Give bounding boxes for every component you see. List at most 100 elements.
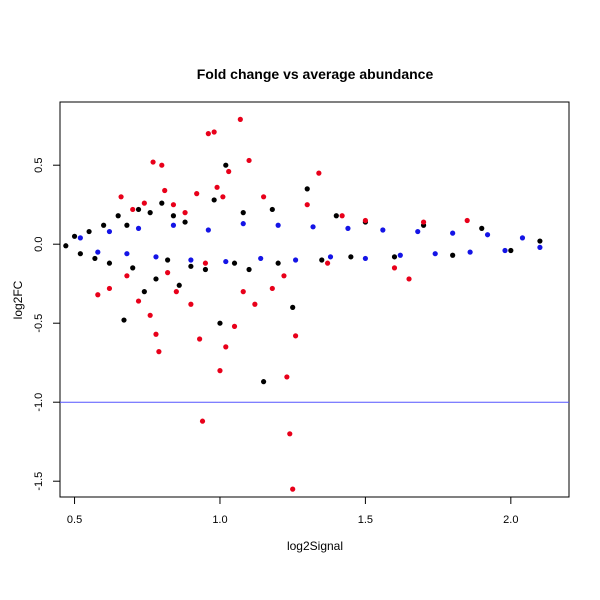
series-1-point xyxy=(150,159,156,165)
series-2-point xyxy=(77,235,83,241)
series-0-point xyxy=(71,233,78,239)
series-0-point xyxy=(450,252,456,258)
series-2-point xyxy=(502,247,508,254)
series-0-point xyxy=(391,254,398,260)
series-0-point xyxy=(182,219,188,225)
series-0-point xyxy=(304,186,310,192)
series-1-point xyxy=(284,374,290,380)
series-0-point xyxy=(275,260,281,266)
y-axis-label: log2FC xyxy=(11,280,25,319)
series-1-point xyxy=(211,129,217,135)
series-1-point xyxy=(173,289,179,295)
series-0-point xyxy=(348,254,354,260)
series-1-point xyxy=(316,170,322,176)
series-0-point xyxy=(130,265,136,271)
y-tick-label: -1.0 xyxy=(33,393,45,412)
x-tick-label: 2.0 xyxy=(503,514,518,526)
series-1-point xyxy=(324,260,331,266)
series-1-point xyxy=(420,219,427,225)
series-1-point xyxy=(202,260,209,266)
series-1-point xyxy=(106,285,113,292)
series-2-point xyxy=(205,227,211,233)
series-1-point xyxy=(237,116,243,122)
series-2-point xyxy=(223,258,229,265)
series-1-point xyxy=(287,431,293,437)
series-0-point xyxy=(77,251,83,257)
series-1-point xyxy=(124,273,130,279)
series-2-point xyxy=(258,255,264,262)
series-2-point xyxy=(467,249,473,255)
series-2-point xyxy=(362,255,368,262)
x-axis: 0.5 1.0 1.5 2.0 xyxy=(67,497,518,526)
series-2-point xyxy=(106,228,113,235)
series-0-point xyxy=(176,282,182,288)
series-1-point xyxy=(95,292,101,298)
series-0-point xyxy=(124,222,130,228)
series-1-point xyxy=(339,213,345,219)
series-2-point xyxy=(240,221,246,227)
series-1-point xyxy=(156,349,162,355)
series-0-point xyxy=(508,247,514,254)
series-1-point xyxy=(170,202,177,208)
series-0-point xyxy=(246,266,252,273)
series-0-point xyxy=(479,225,485,231)
x-tick-label: 1.0 xyxy=(212,514,227,526)
series-1-point xyxy=(214,184,220,190)
series-2-point xyxy=(275,222,281,228)
series-2-point xyxy=(345,225,351,231)
series-1-point xyxy=(240,289,246,295)
series-0-point xyxy=(101,222,107,228)
series-1-point xyxy=(226,168,232,175)
series-1-point xyxy=(197,336,203,342)
series-2-point xyxy=(124,251,130,257)
series-2-point xyxy=(135,225,142,231)
series-2-point xyxy=(519,235,526,241)
series-0-point xyxy=(153,276,159,282)
series-1-point xyxy=(205,131,211,137)
series-0-point xyxy=(261,379,267,385)
series-0-point xyxy=(106,260,113,266)
series-0-point xyxy=(135,206,142,213)
series-1-point xyxy=(231,323,238,329)
series-0-point xyxy=(223,162,229,168)
series-1-point xyxy=(223,344,229,350)
series-0-point xyxy=(63,243,69,249)
series-1-point xyxy=(135,298,142,304)
series-2-point xyxy=(95,249,101,255)
series-2-point xyxy=(397,252,403,258)
series-1-point xyxy=(188,301,194,307)
series-0-point xyxy=(319,257,325,263)
series-0-point xyxy=(165,257,171,263)
series-1-point xyxy=(141,200,147,206)
series-1-point xyxy=(159,162,165,168)
series-1-point xyxy=(391,265,398,271)
series-0-point xyxy=(290,304,296,310)
series-1-point xyxy=(162,187,168,194)
series-1-point xyxy=(220,194,226,200)
series-0-point xyxy=(170,213,177,219)
series-2-point xyxy=(310,224,316,230)
x-axis-label: log2Signal xyxy=(287,539,343,553)
y-tick-label: 0.0 xyxy=(33,237,45,252)
series-0-point xyxy=(269,206,275,213)
series-0-point xyxy=(231,260,238,266)
series-1-point xyxy=(153,331,159,337)
series-2-point xyxy=(432,251,438,257)
x-tick-label: 1.5 xyxy=(358,514,373,526)
y-tick-label: -0.5 xyxy=(33,314,45,333)
series-1-point xyxy=(290,486,296,492)
series-0-point xyxy=(333,213,339,219)
series-2-point xyxy=(537,244,543,250)
chart-title: Fold change vs average abundance xyxy=(197,66,434,82)
series-0-point xyxy=(211,197,217,203)
y-tick-label: 0.5 xyxy=(33,158,45,173)
series-1-point xyxy=(252,301,258,307)
series-1-point xyxy=(292,333,299,339)
y-tick-label: -1.5 xyxy=(33,472,45,491)
series-0-point xyxy=(240,210,246,216)
series-1-point xyxy=(182,210,188,216)
series-2-point xyxy=(153,254,159,260)
series-1-point xyxy=(362,217,368,224)
